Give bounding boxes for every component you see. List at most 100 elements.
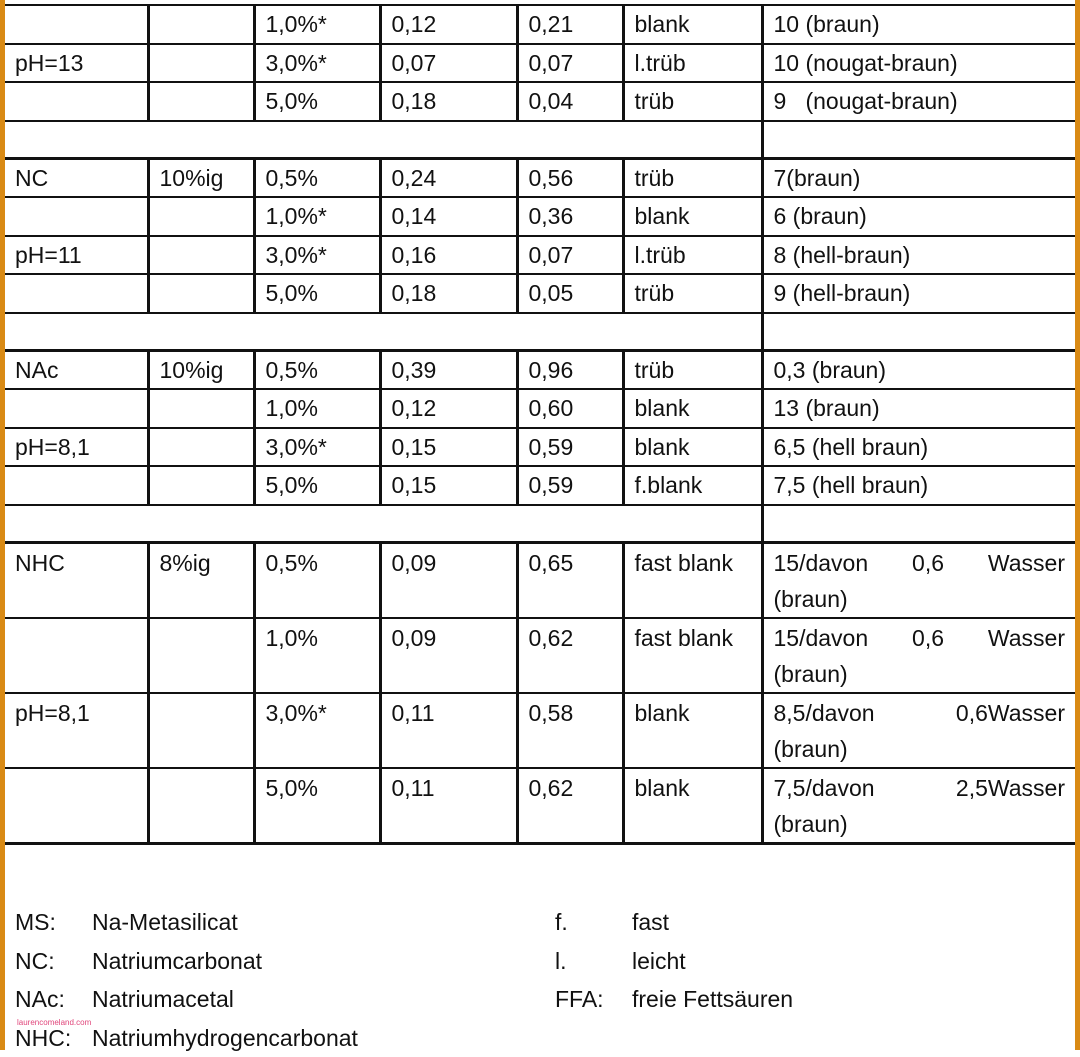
table-cell (5, 466, 148, 505)
table-cell: 0,07 (380, 44, 517, 83)
table-cell: trüb (623, 274, 762, 313)
table-cell: 0,5% (254, 543, 380, 619)
table-cell (148, 5, 254, 44)
table-cell (148, 274, 254, 313)
table-cell (148, 466, 254, 505)
table-cell (148, 428, 254, 467)
table-cell: 0,14 (380, 197, 517, 236)
spacer-row (5, 505, 1075, 543)
table-cell: pH=13 (5, 44, 148, 83)
table-cell: 0,12 (380, 5, 517, 44)
table-cell: 0,05 (517, 274, 623, 313)
table-cell: 5,0% (254, 466, 380, 505)
table-cell (148, 82, 254, 121)
table-cell: 7(braun) (762, 159, 1075, 198)
legend-definition: Natriumcarbonat (92, 942, 262, 981)
table-cell: 0,62 (517, 768, 623, 844)
table-cell (148, 768, 254, 844)
table-cell: 0,3 (braun) (762, 351, 1075, 390)
table-cell: l.trüb (623, 44, 762, 83)
table-cell: pH=8,1 (5, 428, 148, 467)
table-cell (148, 197, 254, 236)
legend-abbr: f. (555, 903, 568, 942)
legend-abbr: l. (555, 942, 567, 981)
spacer-row (5, 121, 1075, 159)
table-cell: 1,0% (254, 618, 380, 693)
table-cell: 0,15 (380, 466, 517, 505)
table-cell (5, 82, 148, 121)
table-cell: 1,0%* (254, 5, 380, 44)
table-cell: 10%ig (148, 159, 254, 198)
table-cell: 0,18 (380, 82, 517, 121)
table-cell: blank (623, 693, 762, 768)
table-cell: 0,96 (517, 351, 623, 390)
table-cell: 0,24 (380, 159, 517, 198)
table-cell: 3,0%* (254, 428, 380, 467)
table-cell: 0,12 (380, 389, 517, 428)
table-cell (148, 693, 254, 768)
table-cell: 15/davon 0,6 Wasser (braun) (762, 618, 1075, 693)
table-cell: 9 (hell-braun) (762, 274, 1075, 313)
table-cell: pH=8,1 (5, 693, 148, 768)
table-cell: 9 (nougat-braun) (762, 82, 1075, 121)
table-cell: trüb (623, 159, 762, 198)
table-cell: 0,09 (380, 618, 517, 693)
table-cell: 3,0%* (254, 44, 380, 83)
table-cell: fast blank (623, 618, 762, 693)
legend-definition: leicht (632, 942, 686, 981)
table-cell (5, 197, 148, 236)
table-cell (148, 44, 254, 83)
table-cell: 0,5% (254, 159, 380, 198)
table-cell: 0,09 (380, 543, 517, 619)
table-cell: 0,04 (517, 82, 623, 121)
table-cell: 10 (nougat-braun) (762, 44, 1075, 83)
table-cell (5, 274, 148, 313)
legend-abbr: NC: (15, 942, 55, 981)
table-cell: 0,5% (254, 351, 380, 390)
table-cell (148, 389, 254, 428)
table-cell: 0,07 (517, 236, 623, 275)
table-cell: 0,39 (380, 351, 517, 390)
table-cell: blank (623, 768, 762, 844)
table-cell: 0,11 (380, 768, 517, 844)
table-cell: 7,5 (hell braun) (762, 466, 1075, 505)
table-cell: 15/davon 0,6 Wasser (braun) (762, 543, 1075, 619)
table-cell: 0,59 (517, 466, 623, 505)
table-cell: 0,21 (517, 5, 623, 44)
table-cell: trüb (623, 351, 762, 390)
table-cell: 0,36 (517, 197, 623, 236)
table-cell: pH=11 (5, 236, 148, 275)
table-cell: 0,56 (517, 159, 623, 198)
table-cell: 1,0% (254, 389, 380, 428)
table-cell: 0,59 (517, 428, 623, 467)
table-cell (5, 618, 148, 693)
table-cell: 8 (hell-braun) (762, 236, 1075, 275)
legend-abbr: FFA: (555, 980, 604, 1019)
watermark: laurencomeland.com (17, 1018, 91, 1027)
table-cell: 6 (braun) (762, 197, 1075, 236)
table-cell: NC (5, 159, 148, 198)
table-cell: blank (623, 5, 762, 44)
table-cell (5, 768, 148, 844)
table-cell: 0,11 (380, 693, 517, 768)
table-cell: 0,60 (517, 389, 623, 428)
table-cell (148, 236, 254, 275)
table-cell: 3,0%* (254, 693, 380, 768)
table-cell: 0,58 (517, 693, 623, 768)
table-cell: 1,0%* (254, 197, 380, 236)
table-cell (5, 5, 148, 44)
legend-definition: freie Fettsäuren (632, 980, 793, 1019)
spacer-row (5, 313, 1075, 351)
